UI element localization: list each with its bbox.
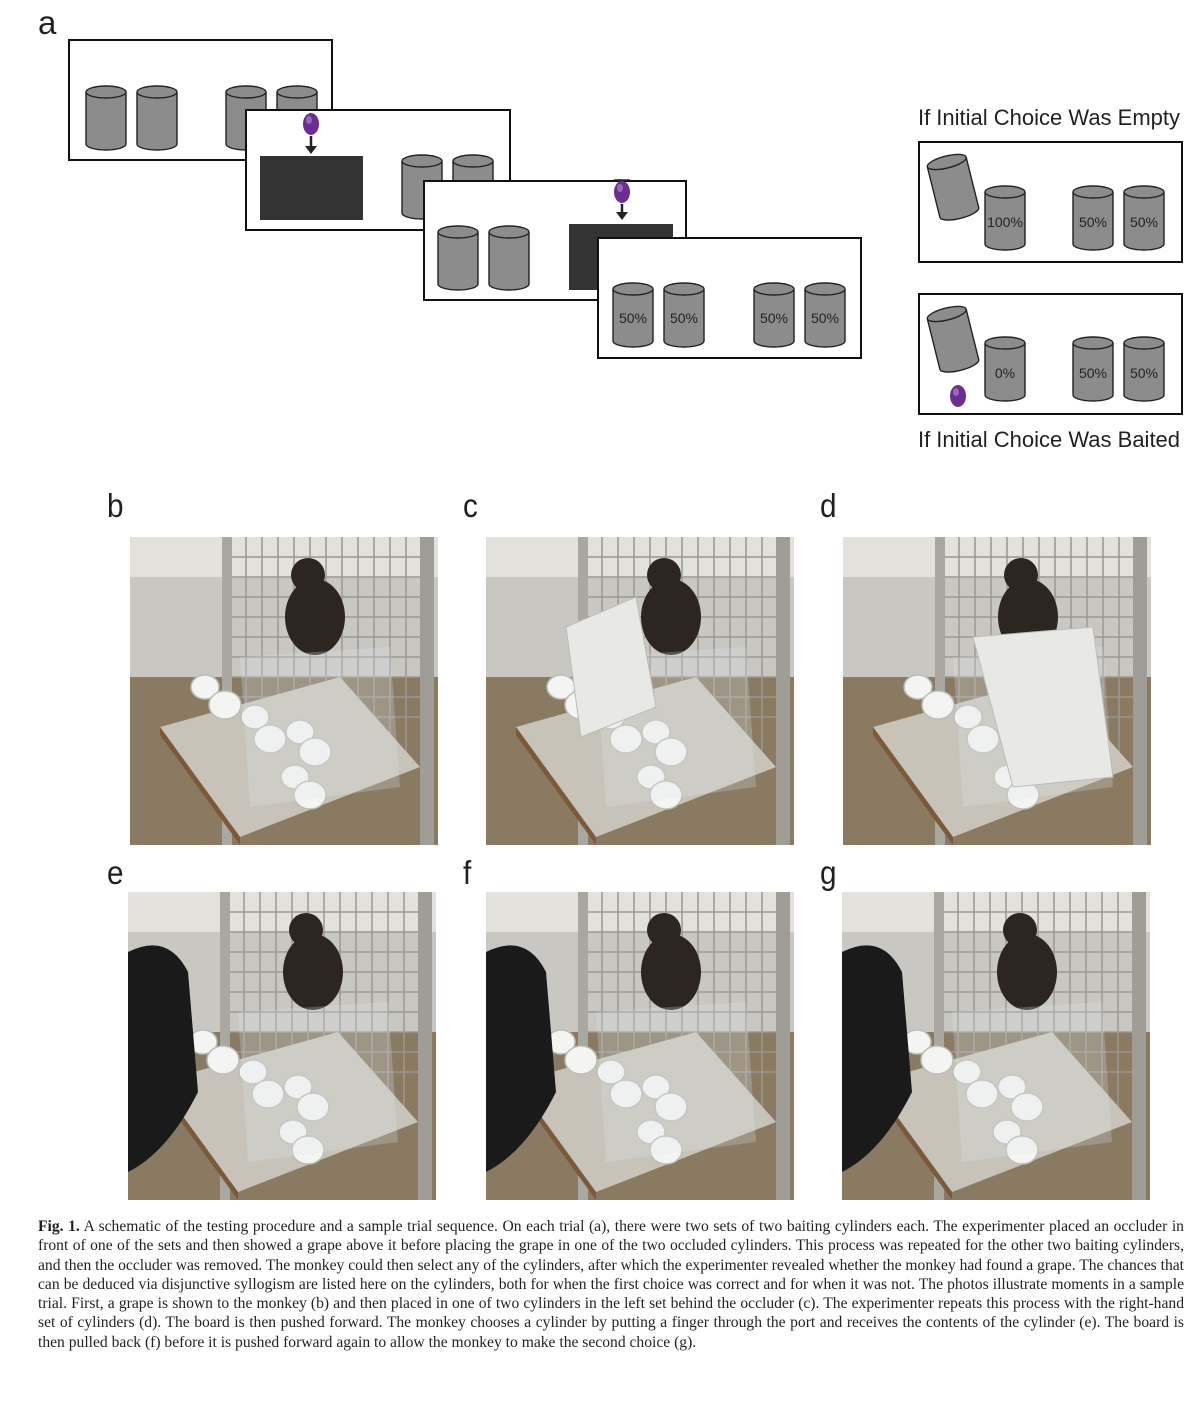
experimenter-figure bbox=[486, 945, 556, 1172]
experimenter-figure bbox=[842, 945, 912, 1172]
photo-occluder-right-image bbox=[843, 537, 1151, 845]
panel-letter-b: b bbox=[107, 487, 124, 524]
occluder-board bbox=[972, 626, 1114, 788]
schematic-panel-a: a 50% 50% 50% 50% bbox=[38, 4, 1183, 452]
baited-outcome-title: If Initial Choice Was Baited bbox=[918, 427, 1180, 452]
panel-letter-e: e bbox=[107, 854, 124, 891]
empty-label-3: 50% bbox=[1130, 214, 1158, 230]
photo-panel-g bbox=[842, 892, 1150, 1200]
photo-scene bbox=[128, 892, 436, 1200]
final-label-3: 50% bbox=[760, 310, 788, 326]
photo-occluder-left-image bbox=[486, 537, 794, 845]
frame-4: 50% 50% 50% 50% bbox=[597, 237, 862, 359]
empty-outcome-box: 100% 50% 50% bbox=[918, 141, 1183, 263]
baited-label-2: 50% bbox=[1079, 365, 1107, 381]
panel-letter-d: d bbox=[820, 487, 837, 524]
final-label-4: 50% bbox=[811, 310, 839, 326]
photo-scene bbox=[842, 892, 1150, 1200]
final-label-1: 50% bbox=[619, 310, 647, 326]
photo-panel-f bbox=[486, 892, 794, 1200]
photo-scene bbox=[486, 892, 794, 1200]
experimenter-figure bbox=[128, 945, 198, 1172]
photo-board-pushed-image bbox=[128, 892, 436, 1200]
photo-panel-e bbox=[128, 892, 436, 1200]
occluder-board bbox=[565, 596, 657, 738]
baited-outcome-box: 0% 50% 50% bbox=[918, 293, 1183, 415]
photo-grape-shown-image bbox=[130, 537, 438, 845]
photo-board-pulled-image bbox=[486, 892, 794, 1200]
figure-caption: Fig. 1. A schematic of the testing proce… bbox=[38, 1217, 1184, 1352]
panel-letter-c: c bbox=[463, 487, 478, 524]
photo-scene bbox=[843, 537, 1151, 845]
panel-letter-f: f bbox=[463, 854, 472, 891]
photo-scene bbox=[486, 537, 794, 845]
photo-panel-d bbox=[843, 537, 1151, 845]
baited-label-3: 50% bbox=[1130, 365, 1158, 381]
empty-label-1: 100% bbox=[987, 214, 1023, 230]
panel-letter-g: g bbox=[820, 854, 837, 891]
caption-text: A schematic of the testing procedure and… bbox=[38, 1218, 1184, 1351]
final-label-2: 50% bbox=[670, 310, 698, 326]
empty-outcome-title: If Initial Choice Was Empty bbox=[918, 105, 1180, 130]
photo-panel-b bbox=[130, 537, 438, 845]
frame-2 bbox=[245, 109, 511, 231]
baited-label-1: 0% bbox=[995, 365, 1015, 381]
photo-scene bbox=[130, 537, 438, 845]
panel-letter-a: a bbox=[38, 4, 57, 41]
figure-label: Fig. 1. bbox=[38, 1218, 80, 1235]
empty-label-2: 50% bbox=[1079, 214, 1107, 230]
photo-panel-c bbox=[486, 537, 794, 845]
photo-second-choice-image bbox=[842, 892, 1150, 1200]
